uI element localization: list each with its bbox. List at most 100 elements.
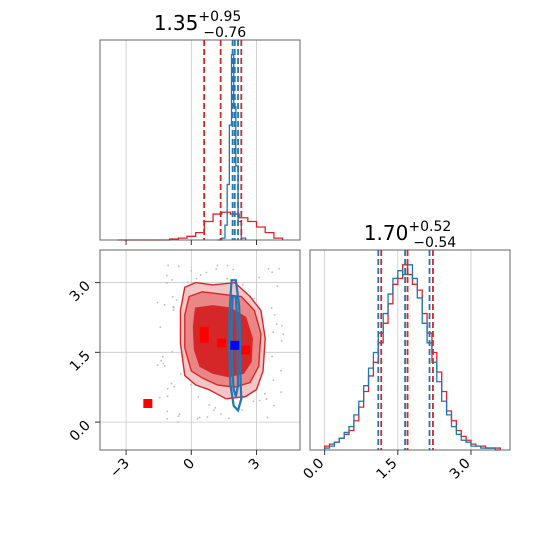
x-tick-label: −3 — [107, 456, 133, 482]
scatter-point — [214, 406, 217, 409]
scatter-point — [280, 369, 283, 372]
scatter-point — [163, 364, 166, 367]
red-marker — [143, 398, 153, 408]
scatter-point — [276, 285, 279, 287]
scatter-point — [258, 399, 261, 402]
title-upper-error: +0.52 — [408, 219, 451, 235]
scatter-point — [166, 410, 169, 413]
scatter-point — [253, 297, 256, 300]
scatter-point — [232, 268, 235, 271]
x-tick-label: 1.5 — [374, 456, 401, 483]
scatter-point — [166, 417, 169, 420]
title-lower-error: −0.76 — [203, 25, 246, 41]
scatter-point — [241, 283, 244, 286]
scatter-point — [280, 391, 283, 394]
scatter-point — [265, 398, 268, 400]
panel-title: 1.35+0.95 −0.76 — [154, 9, 246, 41]
scatter-point — [273, 313, 276, 316]
histogram-series — [117, 211, 284, 241]
y-tick-label: 3.0 — [67, 278, 94, 305]
scatter-point — [163, 303, 166, 306]
red-marker — [217, 338, 227, 348]
scatter-point — [167, 264, 170, 267]
scatter-point — [178, 413, 181, 416]
scatter-point — [179, 373, 182, 375]
scatter-point — [273, 404, 275, 407]
scatter-point — [165, 281, 168, 284]
blue-marker — [230, 340, 240, 350]
x-tick-label: 0 — [181, 456, 199, 474]
scatter-point — [215, 268, 218, 271]
title-upper-error: +0.95 — [198, 9, 241, 25]
scatter-point — [271, 355, 273, 358]
scatter-point — [205, 271, 208, 274]
x-tick-label: 0.0 — [300, 456, 327, 483]
scatter-point — [186, 281, 189, 284]
scatter-point — [156, 364, 159, 367]
histogram-panel-top-left: 1.35+0.95 −0.76 — [99, 9, 301, 245]
scatter-point — [258, 276, 261, 279]
scatter-point — [213, 409, 215, 412]
scatter-point — [171, 350, 174, 353]
blue-contour — [230, 295, 240, 397]
scatter-point — [216, 264, 219, 267]
scatter-point — [227, 417, 230, 420]
scatter-point — [252, 400, 255, 403]
scatter-point — [190, 383, 192, 386]
red-marker — [241, 345, 251, 355]
scatter-point — [275, 323, 278, 326]
scatter-point — [196, 417, 199, 420]
histogram-series — [323, 264, 501, 451]
scatter-point — [166, 387, 169, 390]
title-value: 1.35 — [154, 11, 199, 35]
scatter-point — [208, 403, 211, 406]
scatter-point — [263, 392, 266, 395]
blue-contour — [228, 279, 243, 413]
scatter-point — [177, 265, 180, 268]
scatter-point — [272, 331, 275, 334]
scatter-point — [162, 362, 165, 365]
scatter-point — [171, 295, 174, 298]
scatter-point — [280, 339, 283, 342]
axes-frame — [309, 249, 511, 451]
scatter-point — [220, 412, 222, 415]
scatter-point — [270, 307, 273, 309]
scatter-point — [173, 385, 176, 388]
scatter-point — [271, 271, 274, 274]
scatter-point — [199, 274, 202, 276]
scatter-point — [272, 379, 275, 382]
x-tick-label: 3 — [246, 456, 264, 474]
contour-panel-bottom-left: −3 0 3 0.0 1.5 3.0 — [67, 249, 301, 482]
scatter-point — [161, 355, 164, 358]
scatter-point — [266, 416, 269, 419]
scatter-point — [226, 277, 228, 280]
scatter-point — [241, 409, 244, 411]
title-value: 1.70 — [364, 221, 409, 245]
scatter-point — [172, 309, 175, 311]
scatter-point — [177, 415, 180, 418]
scatter-point — [226, 264, 229, 267]
red-marker — [199, 326, 209, 336]
scatter-point — [156, 301, 159, 304]
histogram-panel-bottom-right: 1.70+0.52 −0.54 0.0 1.5 3.0 — [300, 219, 511, 483]
scatter-point — [166, 274, 168, 277]
scatter-point — [158, 396, 161, 399]
scatter-point — [177, 421, 179, 423]
scatter-point — [160, 359, 163, 362]
scatter-point — [282, 333, 285, 336]
axes-frame — [99, 249, 301, 451]
scatter-point — [159, 326, 162, 329]
scatter-point — [278, 267, 280, 270]
x-tick-label: 3.0 — [447, 456, 474, 483]
scatter-point — [170, 382, 173, 385]
title-lower-error: −0.54 — [413, 235, 456, 251]
red-marker — [199, 333, 209, 343]
scatter-point — [173, 306, 175, 309]
scatter-point — [267, 268, 270, 270]
y-tick-label: 1.5 — [67, 348, 94, 375]
scatter-point — [197, 396, 200, 398]
scatter-point — [206, 416, 209, 418]
scatter-point — [171, 279, 174, 281]
axes-frame — [99, 39, 301, 241]
